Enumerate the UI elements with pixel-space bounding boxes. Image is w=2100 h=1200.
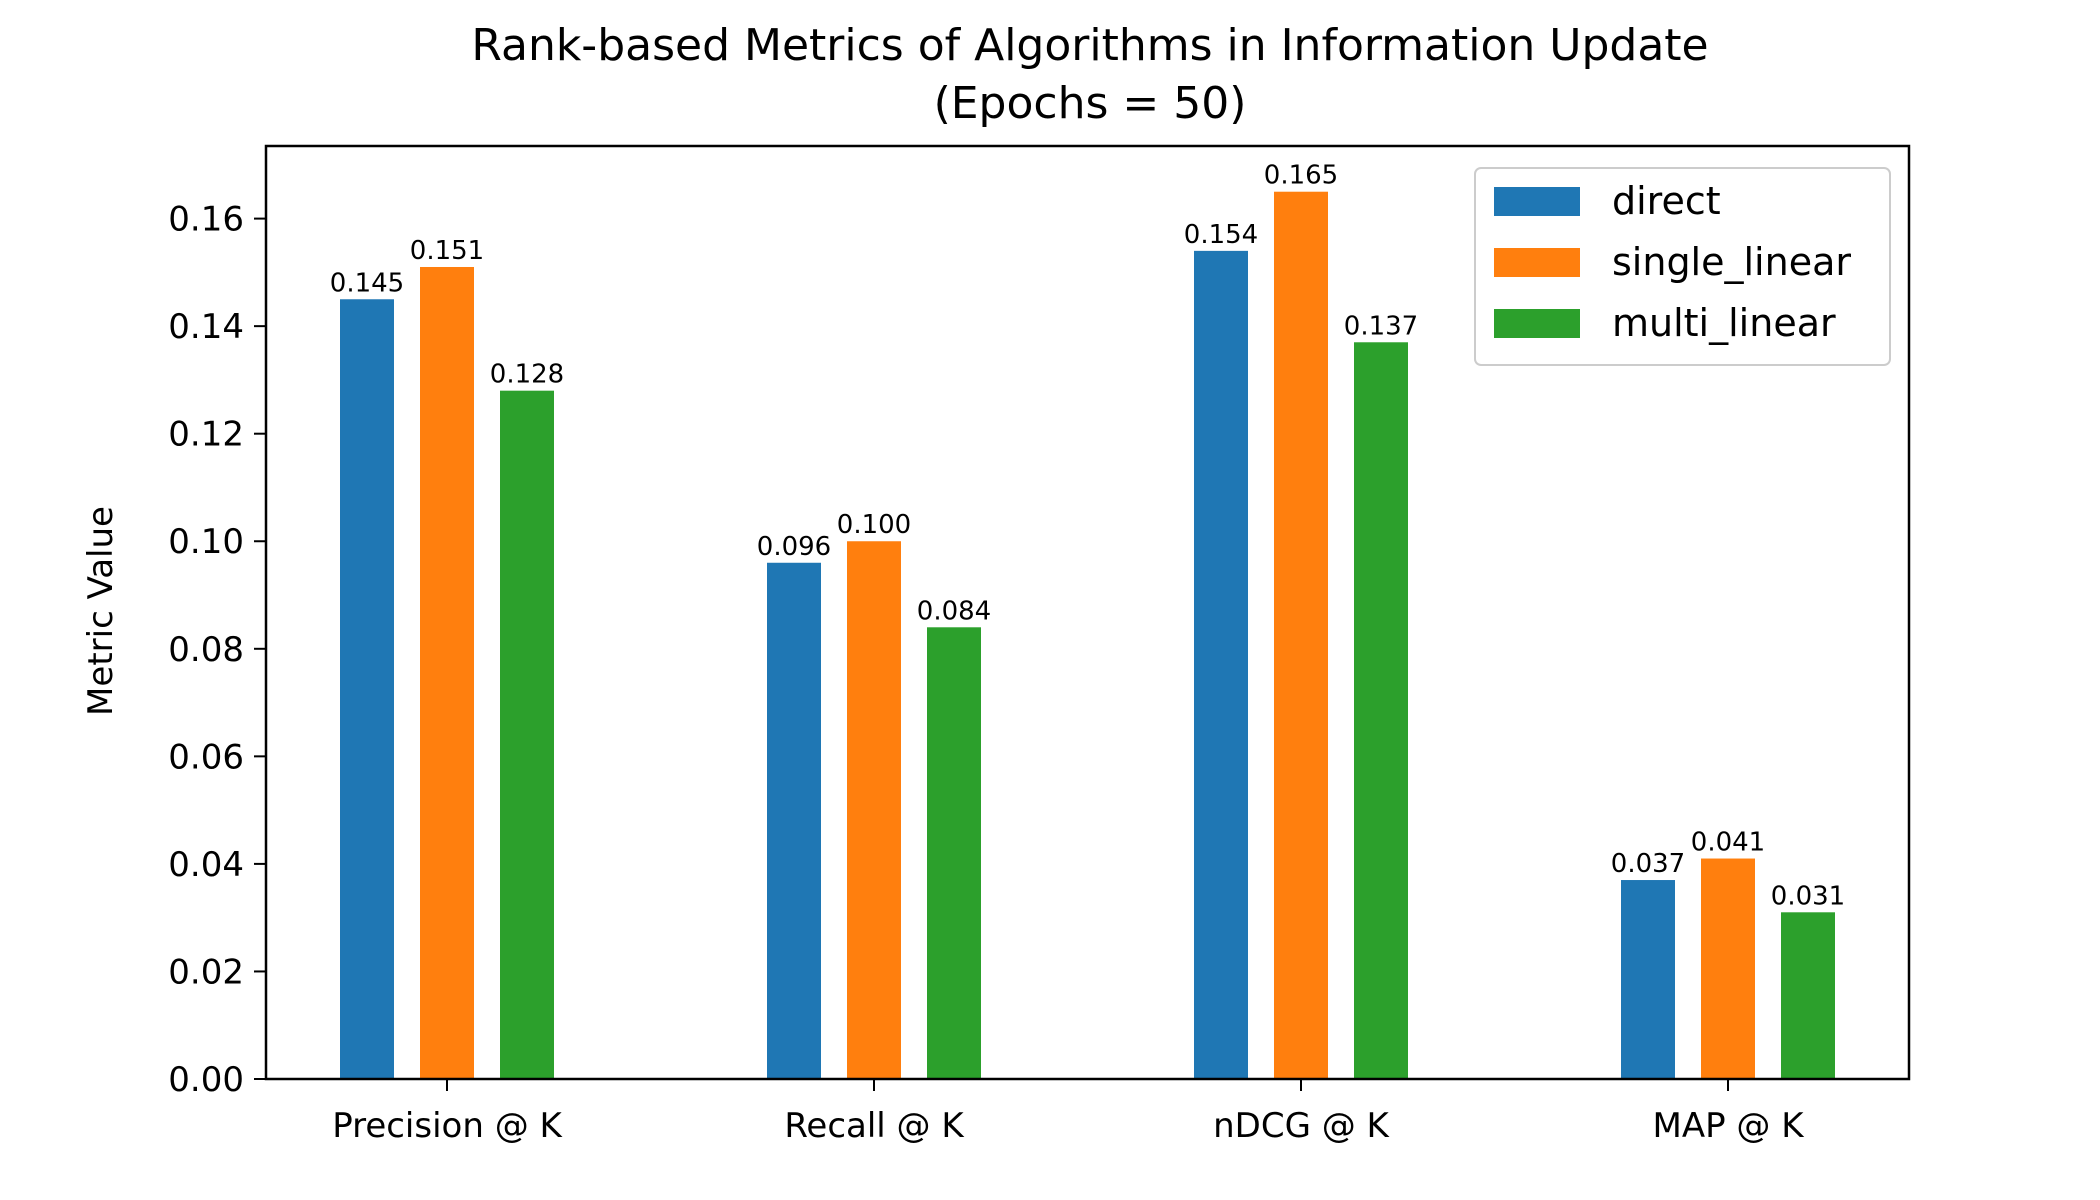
data-label-direct-2: 0.154 [1184,220,1258,250]
bar-direct-2 [1194,250,1248,1079]
data-label-single_linear-2: 0.165 [1264,161,1338,191]
legend-swatch-single_linear [1494,248,1580,277]
bar-direct-1 [767,562,821,1079]
y-tick-label-1: 0.02 [168,952,244,992]
y-tick-label-7: 0.14 [168,307,244,347]
y-tick-label-4: 0.08 [168,630,244,670]
x-tick-label-3: MAP @ K [1652,1106,1805,1146]
legend-label-direct: direct [1612,179,1721,223]
data-label-multi_linear-2: 0.137 [1344,311,1418,341]
x-tick-label-2: nDCG @ K [1213,1106,1390,1146]
y-tick-label-3: 0.06 [168,737,244,777]
data-label-multi_linear-0: 0.128 [490,360,564,390]
y-tick-label-5: 0.10 [168,522,244,562]
legend-label-multi_linear: multi_linear [1612,301,1836,345]
bar-single_linear-1 [847,541,901,1079]
y-tick-label-6: 0.12 [168,415,244,455]
y-axis: 0.00 0.02 0.04 0.06 0.08 0.10 0.12 0.14 0.16 [168,200,266,1100]
legend-label-single_linear: single_linear [1612,240,1851,284]
y-axis-label: Metric Value [81,506,121,716]
y-tick-label-0: 0.00 [168,1060,244,1100]
data-label-direct-3: 0.037 [1611,849,1685,879]
data-label-direct-0: 0.145 [330,268,404,298]
bar-single_linear-0 [420,266,474,1079]
bar-direct-0 [340,299,394,1079]
x-tick-label-1: Recall @ K [784,1106,965,1146]
chart-subtitle: (Epochs = 50) [934,78,1247,129]
bar-direct-3 [1621,880,1675,1079]
plot-frame [264,144,1911,1081]
x-tick-label-0: Precision @ K [332,1106,563,1146]
bars-group: 0.145 0.096 0.154 0.037 0.151 0.100 0.165 0.041… [330,161,1845,1080]
y-tick-label-8: 0.16 [168,200,244,240]
bar-multi_linear-0 [500,390,554,1079]
bar-single_linear-2 [1274,191,1328,1080]
bar-single_linear-3 [1701,858,1755,1079]
legend-swatch-multi_linear [1494,309,1580,338]
bar-multi_linear-2 [1354,342,1408,1079]
y-tick-label-2: 0.04 [168,845,244,885]
legend: direct single_linear multi_linear [1474,167,1891,366]
data-label-single_linear-0: 0.151 [410,236,484,266]
data-label-single_linear-1: 0.100 [837,510,911,540]
legend-swatch-direct [1494,187,1580,216]
bar-multi_linear-1 [927,627,981,1079]
data-label-multi_linear-3: 0.031 [1771,881,1845,911]
chart-title: Rank-based Metrics of Algorithms in Info… [471,20,1708,71]
bar-multi_linear-3 [1781,912,1835,1079]
x-axis: Precision @ K Recall @ K nDCG @ K MAP @ K [332,1079,1805,1146]
data-label-direct-1: 0.096 [757,532,831,562]
data-label-single_linear-3: 0.041 [1691,828,1765,858]
data-label-multi_linear-1: 0.084 [917,596,991,626]
